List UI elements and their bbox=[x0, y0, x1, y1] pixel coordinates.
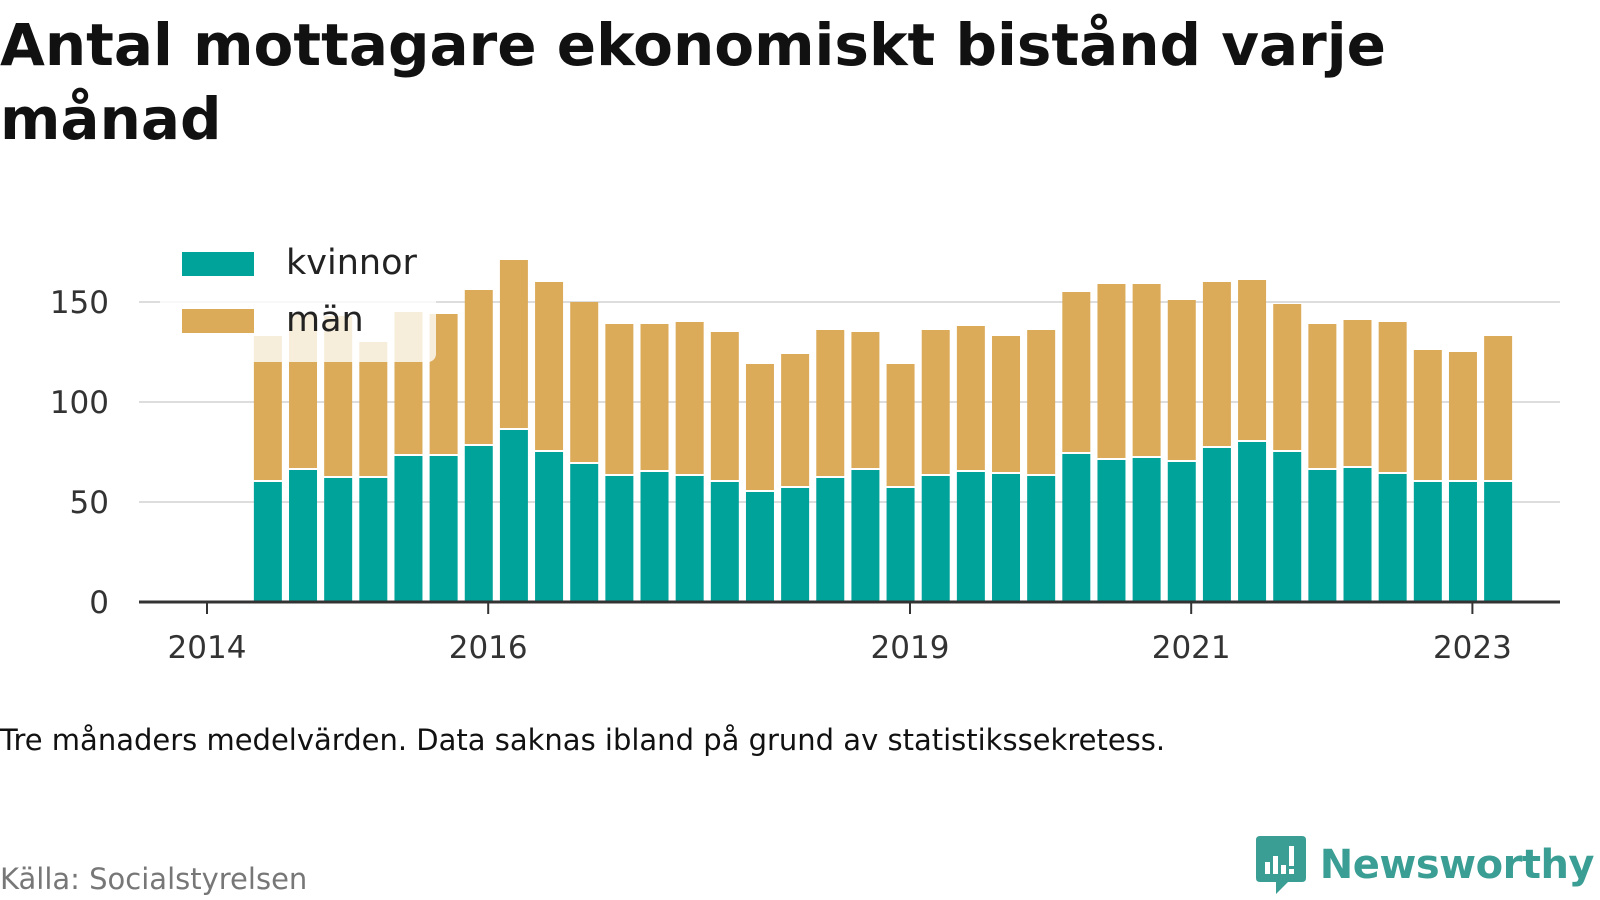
bar-kvinnor[interactable] bbox=[640, 472, 669, 602]
bar-man[interactable] bbox=[640, 324, 669, 470]
bar-man[interactable] bbox=[675, 322, 704, 474]
bar-kvinnor[interactable] bbox=[324, 478, 353, 602]
bar-kvinnor[interactable] bbox=[253, 482, 282, 602]
bar-kvinnor[interactable] bbox=[1132, 458, 1161, 602]
bar-kvinnor[interactable] bbox=[605, 476, 634, 602]
bar-kvinnor[interactable] bbox=[1062, 454, 1091, 602]
bar-man[interactable] bbox=[781, 354, 810, 486]
bar-kvinnor[interactable] bbox=[1238, 442, 1267, 602]
bar-kvinnor[interactable] bbox=[1343, 468, 1372, 602]
x-tick-label: 2021 bbox=[1152, 630, 1231, 666]
bar-man[interactable] bbox=[464, 290, 493, 444]
bar-man[interactable] bbox=[570, 302, 599, 462]
legend-label: män bbox=[286, 300, 364, 340]
bar-kvinnor[interactable] bbox=[1448, 482, 1477, 602]
bar-kvinnor[interactable] bbox=[1273, 452, 1302, 602]
y-tick-label: 150 bbox=[50, 285, 109, 321]
bar-kvinnor[interactable] bbox=[535, 452, 564, 602]
bar-kvinnor[interactable] bbox=[1378, 474, 1407, 602]
bar-kvinnor[interactable] bbox=[816, 478, 845, 602]
y-tick-labels: 0 50 100 150 bbox=[50, 285, 109, 621]
bar-man[interactable] bbox=[535, 282, 564, 450]
bar-kvinnor[interactable] bbox=[886, 488, 915, 602]
bar-man[interactable] bbox=[1413, 350, 1442, 480]
bar-man[interactable] bbox=[499, 260, 528, 428]
y-tick-label: 50 bbox=[70, 485, 109, 521]
bar-man[interactable] bbox=[1308, 324, 1337, 468]
chart-title: Antal mottagare ekonomiskt bistånd varje… bbox=[0, 11, 1386, 153]
x-ticks: 2014 2016 2019 2021 2023 bbox=[168, 602, 1512, 666]
bar-man[interactable] bbox=[1378, 322, 1407, 472]
bar-man[interactable] bbox=[605, 324, 634, 474]
bars bbox=[253, 260, 1513, 602]
bar-man[interactable] bbox=[816, 330, 845, 476]
bar-kvinnor[interactable] bbox=[992, 474, 1021, 602]
x-tick-label: 2014 bbox=[168, 630, 247, 666]
legend-swatch bbox=[182, 309, 254, 333]
bar-kvinnor[interactable] bbox=[675, 476, 704, 602]
legend-swatch bbox=[182, 252, 254, 276]
bar-kvinnor[interactable] bbox=[710, 482, 739, 602]
bar-man[interactable] bbox=[1343, 320, 1372, 466]
bar-man[interactable] bbox=[1167, 300, 1196, 460]
bar-kvinnor[interactable] bbox=[1097, 460, 1126, 602]
bar-man[interactable] bbox=[1484, 336, 1513, 480]
bar-man[interactable] bbox=[1062, 292, 1091, 452]
y-tick-label: 0 bbox=[89, 585, 109, 621]
bar-kvinnor[interactable] bbox=[1167, 462, 1196, 602]
chart-note: Tre månaders medelvärden. Data saknas ib… bbox=[0, 723, 1166, 757]
bar-man[interactable] bbox=[886, 364, 915, 486]
bar-kvinnor[interactable] bbox=[289, 470, 318, 602]
newsworthy-logo-icon bbox=[1255, 836, 1306, 894]
y-tick-label: 100 bbox=[50, 385, 109, 421]
x-tick-label: 2023 bbox=[1433, 630, 1512, 666]
bar-man[interactable] bbox=[1027, 330, 1056, 474]
bar-kvinnor[interactable] bbox=[1484, 482, 1513, 602]
source-label: Källa: Socialstyrelsen bbox=[0, 862, 308, 896]
bar-man[interactable] bbox=[956, 326, 985, 470]
bar-kvinnor[interactable] bbox=[745, 492, 774, 602]
bar-man[interactable] bbox=[745, 364, 774, 490]
legend: kvinnor män bbox=[160, 239, 436, 362]
bar-man[interactable] bbox=[1273, 304, 1302, 450]
x-tick-label: 2016 bbox=[449, 630, 528, 666]
bar-man[interactable] bbox=[851, 332, 880, 468]
bar-man[interactable] bbox=[921, 330, 950, 474]
bar-kvinnor[interactable] bbox=[1027, 476, 1056, 602]
bar-kvinnor[interactable] bbox=[921, 476, 950, 602]
bar-man[interactable] bbox=[1097, 284, 1126, 458]
bar-kvinnor[interactable] bbox=[429, 456, 458, 602]
bar-kvinnor[interactable] bbox=[1308, 470, 1337, 602]
bar-kvinnor[interactable] bbox=[956, 472, 985, 602]
newsworthy-logo[interactable]: Newsworthy bbox=[1255, 836, 1595, 894]
chart: 0 50 100 150 2014 2016 2019 2021 2023 kvinnor mä… bbox=[49, 239, 1560, 666]
bar-man[interactable] bbox=[710, 332, 739, 480]
bar-kvinnor[interactable] bbox=[781, 488, 810, 602]
bar-kvinnor[interactable] bbox=[464, 446, 493, 602]
legend-label: kvinnor bbox=[286, 243, 417, 283]
bar-kvinnor[interactable] bbox=[1202, 448, 1231, 602]
bar-kvinnor[interactable] bbox=[1413, 482, 1442, 602]
bar-kvinnor[interactable] bbox=[851, 470, 880, 602]
bar-man[interactable] bbox=[1202, 282, 1231, 446]
bar-man[interactable] bbox=[1132, 284, 1161, 456]
bar-kvinnor[interactable] bbox=[570, 464, 599, 602]
bar-man[interactable] bbox=[1448, 352, 1477, 480]
bar-kvinnor[interactable] bbox=[359, 478, 388, 602]
x-tick-label: 2019 bbox=[871, 630, 950, 666]
bar-man[interactable] bbox=[1238, 280, 1267, 440]
bar-kvinnor[interactable] bbox=[499, 430, 528, 602]
bar-man[interactable] bbox=[992, 336, 1021, 472]
bar-man[interactable] bbox=[359, 342, 388, 476]
bar-kvinnor[interactable] bbox=[394, 456, 423, 602]
brand-name: Newsworthy bbox=[1319, 842, 1595, 888]
